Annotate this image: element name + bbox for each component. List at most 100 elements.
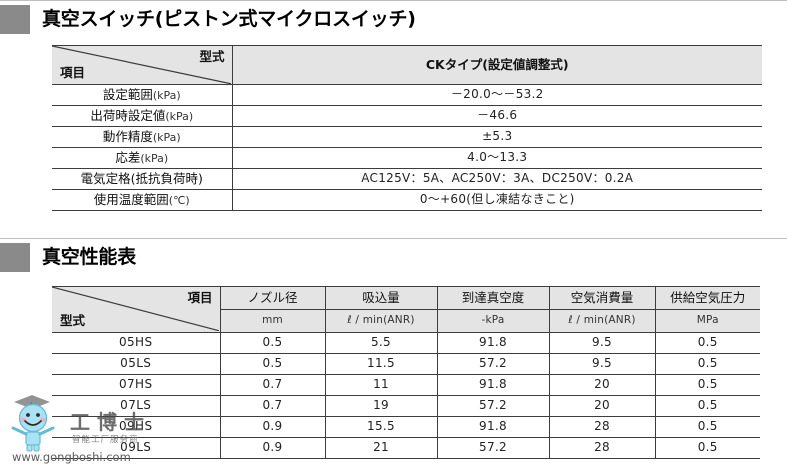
- cell-air-consumption: 20: [548, 395, 655, 417]
- row-label-electrical-rating: 電気定格(抵抗負荷時): [52, 168, 232, 190]
- row-value-temperature-range: 0〜+60(但し凍結なきこと): [231, 189, 762, 211]
- cell-air-consumption: 28: [548, 437, 655, 459]
- table-row: 09LS 0.9 21 57.2 28 0.5: [52, 437, 760, 459]
- row-label-unit: (℃): [168, 193, 190, 207]
- page-title-vacuum-switch: 真空スイッチ(ピストン式マイクロスイッチ): [42, 7, 416, 30]
- cell-supply-pressure: 0.5: [654, 395, 760, 417]
- row-value-setting-range: －20.0〜－53.2: [231, 84, 762, 106]
- cell-supply-pressure: 0.5: [654, 374, 760, 396]
- page-title-vacuum-performance: 真空性能表: [42, 245, 137, 268]
- row-label-accuracy: 動作精度(kPa): [52, 126, 232, 148]
- heading-marker-square: [0, 4, 30, 34]
- column-unit-suction-flow: ℓ / min(ANR): [324, 309, 437, 333]
- section-divider-rule: [0, 238, 787, 239]
- cell-nozzle-diameter: 0.9: [219, 416, 325, 438]
- row-label-unit: (kPa): [140, 151, 169, 165]
- model-name: 09HS: [52, 416, 220, 438]
- corner-column-label: 型式: [199, 49, 225, 64]
- type-header-cell: CKタイプ(設定値調整式): [231, 45, 762, 85]
- corner-row-label: 項目: [60, 65, 86, 81]
- model-name: 07LS: [52, 395, 220, 417]
- corner-header-cell: 型式 項目: [52, 45, 232, 85]
- type-header-label: CKタイプ(設定値調整式): [425, 57, 569, 73]
- row-label-text: 使用温度範囲: [93, 191, 169, 207]
- cell-air-consumption: 9.5: [548, 332, 655, 354]
- section-heading-row: 真空スイッチ(ピストン式マイクロスイッチ): [0, 3, 416, 35]
- table-row: 使用温度範囲(℃) 0〜+60(但し凍結なきこと): [52, 189, 762, 211]
- table-row: 09HS 0.9 15.5 91.8 28 0.5: [52, 416, 760, 438]
- cell-suction-flow: 15.5: [324, 416, 437, 438]
- table-row: 07LS 0.7 19 57.2 20 0.5: [52, 395, 760, 417]
- cell-vacuum-level: 91.8: [436, 332, 549, 354]
- table-header-row: 型式 項目 CKタイプ(設定値調整式): [52, 45, 762, 85]
- cell-suction-flow: 11: [324, 374, 437, 396]
- section-heading-row: 真空性能表: [0, 241, 136, 273]
- table-row: 07HS 0.7 11 91.8 20 0.5: [52, 374, 760, 396]
- row-label-hysteresis: 応差(kPa): [52, 147, 232, 169]
- row-label-text: 設定範囲: [102, 86, 153, 102]
- heading-marker-square: [0, 242, 30, 272]
- cell-air-consumption: 9.5: [548, 353, 655, 375]
- column-unit-vacuum-level: -kPa: [436, 309, 549, 333]
- table-unit-row: mm ℓ / min(ANR) -kPa ℓ / min(ANR) MPa: [52, 309, 760, 333]
- table-row: 動作精度(kPa) ±5.3: [52, 126, 762, 148]
- cell-suction-flow: 19: [324, 395, 437, 417]
- cell-nozzle-diameter: 0.5: [219, 332, 325, 354]
- model-name: 07HS: [52, 374, 220, 396]
- row-label-setting-range: 設定範囲(kPa): [52, 84, 232, 106]
- row-label-unit: (kPa): [165, 109, 194, 123]
- cell-air-consumption: 28: [548, 416, 655, 438]
- cell-vacuum-level: 57.2: [436, 353, 549, 375]
- row-label-text: 電気定格(抵抗負荷時): [80, 170, 203, 186]
- column-header-suction-flow: 吸込量: [324, 286, 437, 310]
- row-label-unit: (kPa): [152, 130, 181, 144]
- row-value-factory-setting: －46.6: [231, 105, 762, 127]
- row-label-factory-setting: 出荷時設定値(kPa): [52, 105, 232, 127]
- cell-nozzle-diameter: 0.7: [219, 395, 325, 417]
- row-value-hysteresis: 4.0〜13.3: [231, 147, 762, 169]
- vacuum-performance-table: 項目 型式 ノズル径 吸込量 到達真空度 空気消費量 供給空気圧力 mm ℓ /…: [52, 286, 760, 459]
- cell-vacuum-level: 91.8: [436, 416, 549, 438]
- cell-suction-flow: 11.5: [324, 353, 437, 375]
- cell-vacuum-level: 57.2: [436, 395, 549, 417]
- row-label-temperature-range: 使用温度範囲(℃): [52, 189, 232, 211]
- column-header-vacuum-level: 到達真空度: [436, 286, 549, 310]
- corner-row-label: 型式: [60, 313, 86, 329]
- cell-suction-flow: 21: [324, 437, 437, 459]
- cell-nozzle-diameter: 0.9: [219, 437, 325, 459]
- column-unit-air-consumption: ℓ / min(ANR): [548, 309, 655, 333]
- cell-vacuum-level: 91.8: [436, 374, 549, 396]
- column-header-supply-pressure: 供給空気圧力: [654, 286, 760, 310]
- table-row: 出荷時設定値(kPa) －46.6: [52, 105, 762, 127]
- column-unit-nozzle-diameter: mm: [219, 309, 325, 333]
- cell-supply-pressure: 0.5: [654, 437, 760, 459]
- corner-header-cell: 項目 型式: [52, 286, 220, 333]
- column-unit-supply-pressure: MPa: [654, 309, 760, 333]
- row-value-accuracy: ±5.3: [231, 126, 762, 148]
- table-row: 05LS 0.5 11.5 57.2 9.5 0.5: [52, 353, 760, 375]
- row-value-electrical-rating: AC125V：5A、AC250V：3A、DC250V：0.2A: [231, 168, 762, 190]
- cell-supply-pressure: 0.5: [654, 416, 760, 438]
- cell-suction-flow: 5.5: [324, 332, 437, 354]
- model-name: 05HS: [52, 332, 220, 354]
- row-label-unit: (kPa): [152, 88, 181, 102]
- table-row: 応差(kPa) 4.0〜13.3: [52, 147, 762, 169]
- cell-supply-pressure: 0.5: [654, 353, 760, 375]
- cell-supply-pressure: 0.5: [654, 332, 760, 354]
- cell-air-consumption: 20: [548, 374, 655, 396]
- table-row: 05HS 0.5 5.5 91.8 9.5 0.5: [52, 332, 760, 354]
- cell-nozzle-diameter: 0.7: [219, 374, 325, 396]
- section-divider-rule: [0, 0, 787, 1]
- table-header-row: 項目 型式 ノズル径 吸込量 到達真空度 空気消費量 供給空気圧力: [52, 286, 760, 333]
- cell-vacuum-level: 57.2: [436, 437, 549, 459]
- cell-nozzle-diameter: 0.5: [219, 353, 325, 375]
- model-name: 05LS: [52, 353, 220, 375]
- corner-column-label: 項目: [187, 290, 213, 305]
- row-label-text: 動作精度: [102, 128, 153, 144]
- column-header-nozzle-diameter: ノズル径: [219, 286, 325, 310]
- row-label-text: 出荷時設定値: [90, 107, 166, 123]
- table-row: 設定範囲(kPa) －20.0〜－53.2: [52, 84, 762, 106]
- column-header-air-consumption: 空気消費量: [548, 286, 655, 310]
- model-name: 09LS: [52, 437, 220, 459]
- row-label-text: 応差: [115, 149, 141, 165]
